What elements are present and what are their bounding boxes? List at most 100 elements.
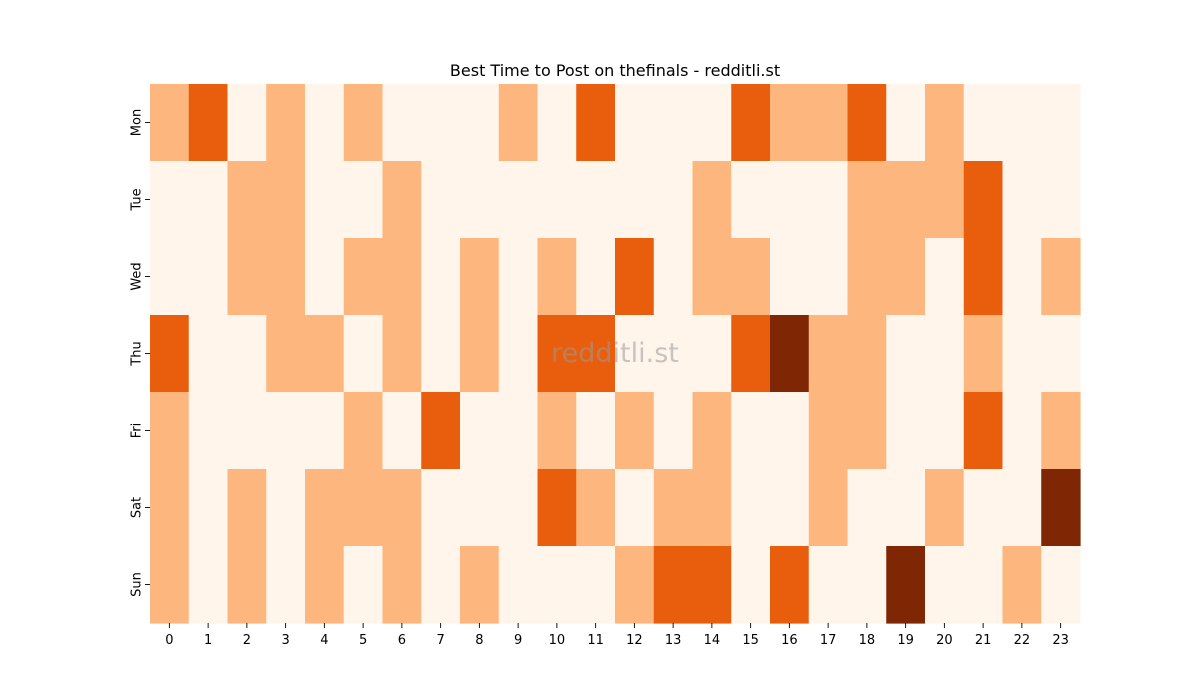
y-tick-label: Sun <box>130 572 145 597</box>
heatmap-cell-sat-2 <box>227 469 267 547</box>
heatmap-cell-tue-21 <box>963 161 1004 239</box>
heatmap-cell-sat-11 <box>576 469 616 547</box>
heatmap-cell-wed-17 <box>808 238 849 316</box>
heatmap-cell-wed-2 <box>227 238 267 316</box>
x-tick-label: 20 <box>936 633 953 648</box>
heatmap-cell-fri-10 <box>537 392 577 470</box>
heatmap-cell-tue-10 <box>537 161 577 239</box>
heatmap-cell-thu-1 <box>188 315 229 393</box>
x-tick-label: 12 <box>626 633 643 648</box>
heatmap-cell-thu-9 <box>498 315 539 393</box>
heatmap-cell-thu-20 <box>925 315 965 393</box>
heatmap-cell-wed-18 <box>847 238 887 316</box>
heatmap-cells <box>150 84 1081 624</box>
heatmap-cell-wed-3 <box>266 238 306 316</box>
y-tick-label: Sat <box>130 497 145 518</box>
x-tick-label: 10 <box>549 633 566 648</box>
heatmap-cell-tue-5 <box>343 161 384 239</box>
x-tick-label: 14 <box>704 633 721 648</box>
x-tick-label: 21 <box>975 633 992 648</box>
x-tick-label: 2 <box>243 633 251 648</box>
heatmap-cell-wed-11 <box>576 238 616 316</box>
heatmap-cell-thu-0 <box>150 315 190 393</box>
heatmap-cell-wed-4 <box>305 238 345 316</box>
heatmap-cell-sun-13 <box>653 546 694 624</box>
heatmap-cell-thu-10 <box>537 315 577 393</box>
heatmap-cell-tue-6 <box>382 161 422 239</box>
heatmap-cell-sun-12 <box>615 546 655 624</box>
heatmap-cell-sun-14 <box>692 546 732 624</box>
x-tick-label: 4 <box>320 633 328 648</box>
y-tick-label: Mon <box>130 109 145 136</box>
heatmap-cell-tue-16 <box>770 161 810 239</box>
heatmap-cell-tue-11 <box>576 161 616 239</box>
heatmap-cell-tue-15 <box>731 161 771 239</box>
heatmap-cell-mon-6 <box>382 84 422 162</box>
x-tick-label: 15 <box>742 633 759 648</box>
heatmap-cell-sat-17 <box>808 469 849 547</box>
heatmap-cell-mon-1 <box>188 84 229 162</box>
heatmap-cell-thu-19 <box>886 315 926 393</box>
heatmap-cell-tue-7 <box>421 161 461 239</box>
heatmap-cell-tue-18 <box>847 161 887 239</box>
heatmap-cell-sat-10 <box>537 469 577 547</box>
heatmap-cell-tue-20 <box>925 161 965 239</box>
heatmap-cell-wed-10 <box>537 238 577 316</box>
heatmap-cell-thu-6 <box>382 315 422 393</box>
heatmap-cell-fri-0 <box>150 392 190 470</box>
heatmap-cell-mon-16 <box>770 84 810 162</box>
heatmap-cell-thu-15 <box>731 315 771 393</box>
heatmap-cell-sat-12 <box>615 469 655 547</box>
heatmap-cell-sat-18 <box>847 469 887 547</box>
heatmap-cell-sat-7 <box>421 469 461 547</box>
heatmap-cell-fri-2 <box>227 392 267 470</box>
heatmap-cell-wed-1 <box>188 238 229 316</box>
heatmap-cell-sat-0 <box>150 469 190 547</box>
heatmap-cell-sun-0 <box>150 546 190 624</box>
heatmap-cell-mon-17 <box>808 84 849 162</box>
heatmap-cell-mon-9 <box>498 84 539 162</box>
heatmap-cell-tue-23 <box>1041 161 1081 239</box>
heatmap-cell-mon-11 <box>576 84 616 162</box>
x-tick-label: 23 <box>1052 633 1069 648</box>
x-tick-label: 11 <box>587 633 604 648</box>
heatmap-cell-sun-18 <box>847 546 887 624</box>
x-tick-label: 9 <box>514 633 522 648</box>
x-tick-label: 8 <box>475 633 483 648</box>
heatmap-cell-mon-23 <box>1041 84 1081 162</box>
heatmap-cell-fri-11 <box>576 392 616 470</box>
heatmap-cell-mon-13 <box>653 84 694 162</box>
heatmap-cell-sat-23 <box>1041 469 1081 547</box>
heatmap-cell-tue-17 <box>808 161 849 239</box>
heatmap-cell-fri-12 <box>615 392 655 470</box>
x-tick-label: 3 <box>281 633 289 648</box>
heatmap-cell-thu-3 <box>266 315 306 393</box>
heatmap-cell-mon-22 <box>1002 84 1042 162</box>
heatmap-cell-sat-22 <box>1002 469 1042 547</box>
x-tick-label: 17 <box>820 633 837 648</box>
heatmap-cell-thu-8 <box>460 315 500 393</box>
heatmap-cell-tue-9 <box>498 161 539 239</box>
heatmap-cell-mon-14 <box>692 84 732 162</box>
heatmap-cell-mon-10 <box>537 84 577 162</box>
heatmap-cell-fri-1 <box>188 392 229 470</box>
x-tick-label: 1 <box>204 633 212 648</box>
heatmap-cell-mon-18 <box>847 84 887 162</box>
heatmap-cell-tue-1 <box>188 161 229 239</box>
chart-title: Best Time to Post on thefinals - redditl… <box>450 61 780 80</box>
heatmap-cell-wed-13 <box>653 238 694 316</box>
heatmap-cell-sat-21 <box>963 469 1004 547</box>
heatmap-cell-tue-4 <box>305 161 345 239</box>
heatmap-cell-mon-0 <box>150 84 190 162</box>
heatmap-cell-fri-3 <box>266 392 306 470</box>
heatmap-cell-sun-4 <box>305 546 345 624</box>
heatmap-cell-tue-3 <box>266 161 306 239</box>
heatmap-cell-mon-21 <box>963 84 1004 162</box>
heatmap-cell-sun-3 <box>266 546 306 624</box>
heatmap-cell-fri-4 <box>305 392 345 470</box>
heatmap-cell-tue-2 <box>227 161 267 239</box>
heatmap-cell-tue-12 <box>615 161 655 239</box>
heatmap-cell-fri-15 <box>731 392 771 470</box>
heatmap-cell-thu-22 <box>1002 315 1042 393</box>
